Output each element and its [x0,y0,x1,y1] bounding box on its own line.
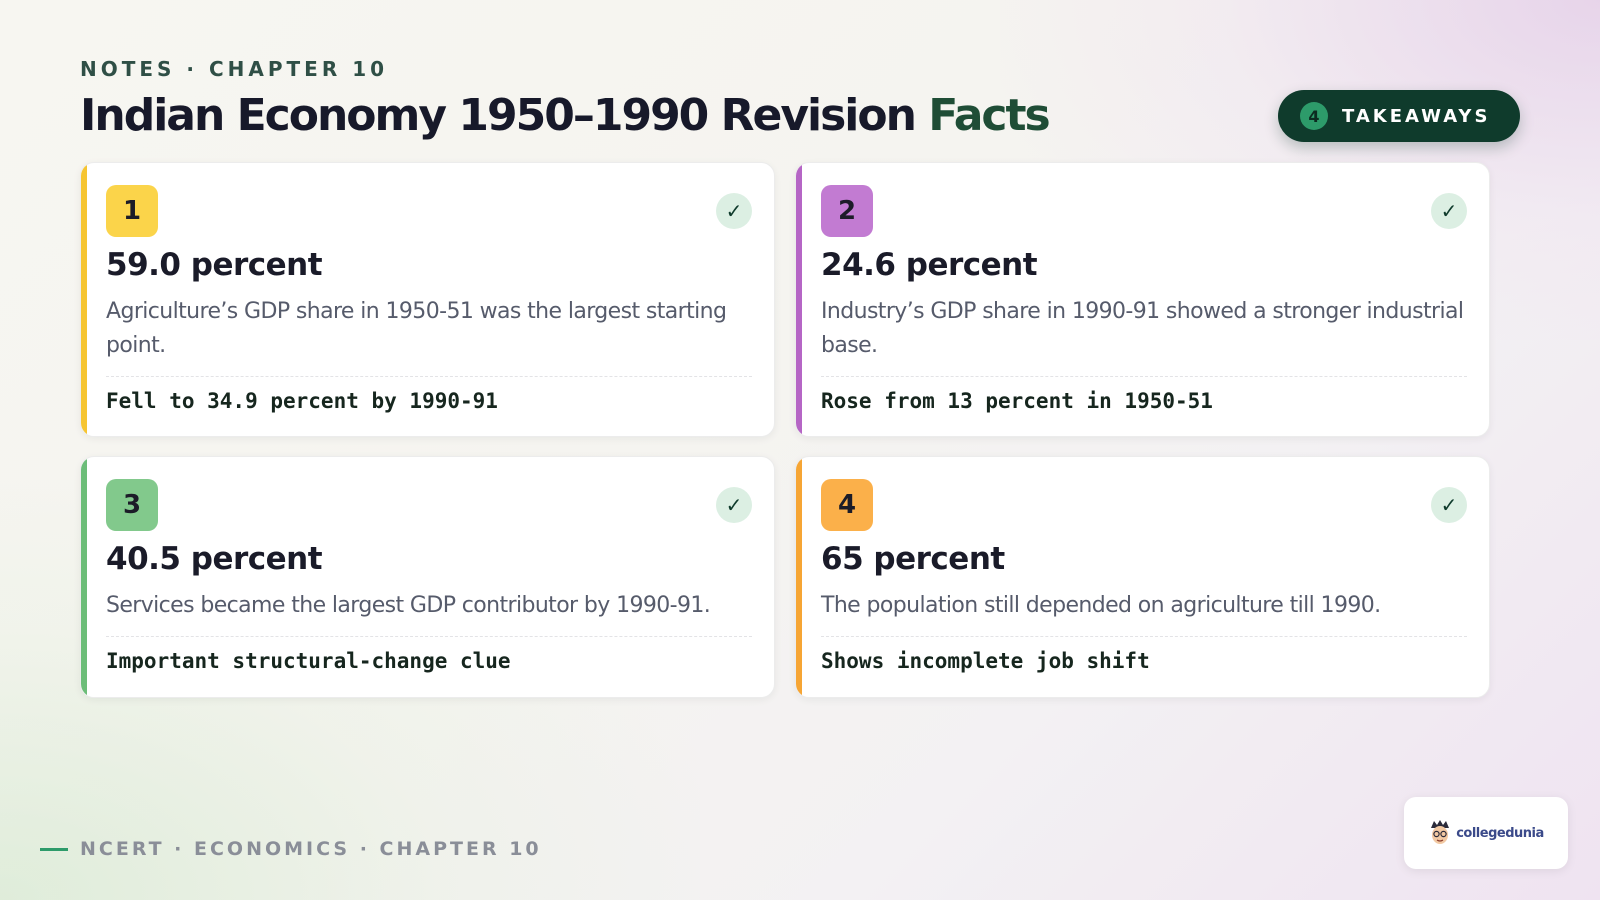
card-headline: 40.5 percent [106,541,323,577]
card-number-badge: 3 [106,479,158,531]
card-body: Industry’s GDP share in 1990-91 showed a… [821,299,1464,358]
takeaways-label: TAKEAWAYS [1342,105,1491,127]
check-icon: ✓ [716,193,752,229]
logo-text: collegedunia [1456,825,1544,841]
fact-card-2: 2 ✓ 24.6 percent Industry’s GDP share in… [795,162,1490,437]
card-body: Agriculture’s GDP share in 1950-51 was t… [106,299,727,358]
takeaways-count: 4 [1300,102,1328,130]
card-divider [106,376,752,377]
mascot-icon [1428,818,1452,848]
card-divider [106,636,752,637]
title-main: Indian Economy 1950–1990 Revision [80,90,929,141]
card-divider [821,376,1467,377]
page-title: Indian Economy 1950–1990 Revision Facts [80,90,1051,141]
fact-card-4: 4 ✓ 65 percent The population still depe… [795,456,1490,698]
collegedunia-logo: collegedunia [1404,797,1568,869]
card-note: Important structural-change clue [106,649,511,673]
card-divider [821,636,1467,637]
eyebrow-label: NOTES · CHAPTER 10 [80,57,389,81]
card-number-badge: 2 [821,185,873,237]
check-icon: ✓ [1431,487,1467,523]
card-number-badge: 4 [821,479,873,531]
card-headline: 65 percent [821,541,1005,577]
takeaways-pill: 4 TAKEAWAYS [1278,90,1520,142]
card-note: Fell to 34.9 percent by 1990-91 [106,389,498,413]
card-headline: 24.6 percent [821,247,1038,283]
card-number-badge: 1 [106,185,158,237]
title-accent: Facts [928,90,1050,141]
check-icon: ✓ [1431,193,1467,229]
card-body: Services became the largest GDP contribu… [106,593,711,618]
fact-card-3: 3 ✓ 40.5 percent Services became the lar… [80,456,775,698]
footer-accent-line [40,847,68,851]
fact-card-1: 1 ✓ 59.0 percent Agriculture’s GDP share… [80,162,775,437]
card-headline: 59.0 percent [106,247,323,283]
card-note: Rose from 13 percent in 1950-51 [821,389,1213,413]
card-body: The population still depended on agricul… [821,593,1381,618]
footer: NCERT · ECONOMICS · CHAPTER 10 [40,838,542,860]
footer-text: NCERT · ECONOMICS · CHAPTER 10 [80,838,542,860]
card-note: Shows incomplete job shift [821,649,1150,673]
check-icon: ✓ [716,487,752,523]
